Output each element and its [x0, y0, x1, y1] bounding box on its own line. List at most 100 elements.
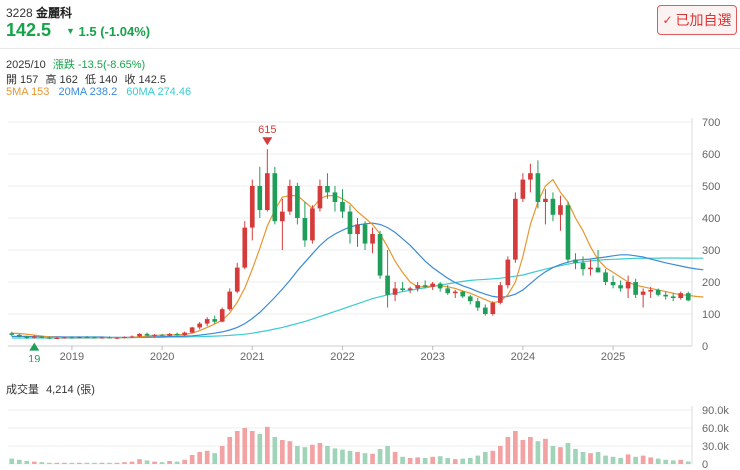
candle[interactable] [482, 304, 488, 316]
candle[interactable] [528, 163, 533, 193]
candle[interactable] [182, 331, 187, 336]
candle[interactable] [610, 275, 616, 289]
candle[interactable] [663, 291, 669, 300]
candle[interactable] [152, 334, 157, 338]
candle[interactable] [219, 307, 225, 323]
candle[interactable] [122, 336, 127, 339]
candle[interactable] [54, 337, 60, 339]
candle[interactable] [377, 230, 383, 279]
candle[interactable] [400, 282, 405, 292]
candle[interactable] [505, 256, 511, 289]
volume-bar [430, 456, 436, 464]
candle[interactable] [445, 285, 451, 295]
candle[interactable] [535, 160, 541, 209]
candle[interactable] [588, 259, 593, 276]
volume-chart[interactable]: 0 30.0k 60.0k 90.0k [0, 400, 740, 470]
candle[interactable] [670, 293, 676, 302]
candle[interactable] [302, 202, 308, 247]
candle[interactable] [9, 331, 15, 337]
candle[interactable] [370, 227, 375, 254]
low-marker-icon [29, 342, 40, 351]
candle[interactable] [437, 282, 443, 292]
candle[interactable] [633, 278, 638, 298]
candle[interactable] [257, 166, 263, 218]
candle[interactable] [114, 337, 120, 339]
watchlist-button[interactable]: ✓ 已加自選 [657, 5, 737, 35]
candle[interactable] [167, 333, 172, 337]
candle[interactable] [62, 336, 67, 339]
candle[interactable] [92, 336, 97, 339]
candle[interactable] [189, 326, 195, 334]
candle[interactable] [685, 291, 691, 302]
candle[interactable] [137, 333, 142, 338]
candle[interactable] [355, 218, 360, 247]
candle[interactable] [565, 202, 571, 263]
candle[interactable] [107, 336, 112, 339]
candle[interactable] [460, 290, 466, 298]
candle[interactable] [422, 280, 428, 289]
price-chart[interactable]: 0 100 200 300 400 500 600 700 2019 2020 2021 2022 20… [0, 110, 740, 362]
candle[interactable] [467, 294, 473, 305]
candle[interactable] [197, 322, 203, 330]
candle[interactable] [310, 205, 315, 244]
candle[interactable] [595, 250, 601, 273]
x-tick-label: 2020 [150, 351, 174, 362]
candle[interactable] [325, 173, 330, 199]
candle[interactable] [655, 288, 661, 297]
candle[interactable] [573, 253, 578, 270]
candle[interactable] [47, 336, 52, 339]
candle-body [310, 208, 315, 241]
candle[interactable] [212, 315, 218, 324]
y-tick-label: 700 [702, 117, 720, 129]
candle[interactable] [603, 269, 608, 286]
candle[interactable] [249, 179, 255, 241]
candle[interactable] [84, 336, 90, 339]
candle[interactable] [392, 282, 398, 302]
candle[interactable] [640, 288, 646, 308]
candle[interactable] [513, 192, 518, 263]
candle[interactable] [362, 221, 368, 250]
candle[interactable] [332, 186, 338, 212]
candle[interactable] [31, 335, 37, 339]
candle[interactable] [452, 290, 458, 298]
candle[interactable] [550, 192, 556, 222]
candle[interactable] [234, 262, 240, 294]
candle[interactable] [77, 336, 82, 339]
candle[interactable] [280, 198, 285, 250]
candle[interactable] [385, 250, 390, 308]
candle-body [77, 337, 82, 339]
candle[interactable] [558, 195, 563, 231]
candle[interactable] [580, 256, 586, 276]
candle[interactable] [144, 332, 150, 337]
candle[interactable] [543, 189, 548, 225]
candle[interactable] [24, 335, 30, 339]
candle[interactable] [174, 332, 180, 336]
candle[interactable] [497, 282, 503, 305]
candle[interactable] [272, 166, 278, 225]
candle[interactable] [227, 288, 233, 311]
candle[interactable] [340, 189, 345, 218]
candle[interactable] [159, 333, 165, 337]
candle[interactable] [99, 336, 105, 339]
candle[interactable] [415, 282, 420, 292]
candle[interactable] [648, 286, 653, 298]
candle[interactable] [39, 335, 45, 339]
candle[interactable] [618, 280, 623, 292]
candle[interactable] [242, 221, 248, 270]
candle[interactable] [129, 335, 135, 338]
candle[interactable] [317, 179, 323, 212]
candle[interactable] [625, 275, 631, 298]
candle[interactable] [520, 173, 526, 202]
candle[interactable] [69, 336, 75, 339]
candle[interactable] [430, 282, 436, 290]
candle[interactable] [264, 149, 270, 212]
candle[interactable] [347, 205, 353, 244]
candle[interactable] [678, 291, 684, 300]
candle[interactable] [295, 182, 300, 225]
candle[interactable] [490, 301, 496, 316]
candle[interactable] [287, 179, 293, 215]
candle[interactable] [407, 286, 413, 294]
candle[interactable] [475, 298, 481, 311]
candle[interactable] [204, 317, 210, 327]
candle[interactable] [16, 333, 22, 338]
